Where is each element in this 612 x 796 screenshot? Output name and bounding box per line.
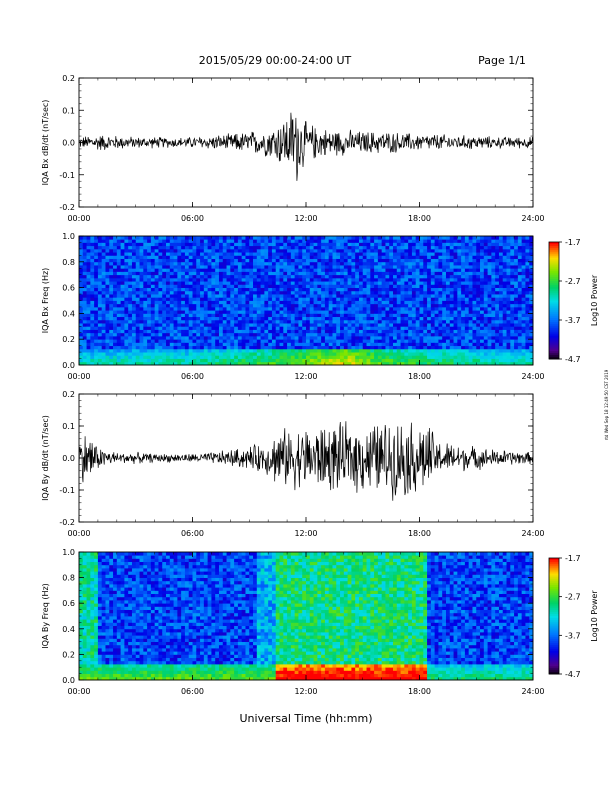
- colorbar-tick-label: -4.7: [565, 355, 581, 364]
- colorbar-tick-label: -3.7: [565, 316, 581, 325]
- spectrogram-cells: [79, 236, 533, 365]
- x-tick-label: 12:00: [294, 372, 317, 381]
- x-tick-label: 18:00: [408, 529, 431, 538]
- colorbar-tick-label: -1.7: [565, 554, 581, 563]
- page-number: Page 1/1: [478, 54, 526, 67]
- side-timestamp: rtd Wed Sep 18 12:49:50 CST 2019: [604, 369, 609, 440]
- y-axis-label: IQA By Freq (Hz): [41, 583, 50, 649]
- x-tick-label: 06:00: [181, 214, 204, 223]
- y-tick-label: 0.0: [62, 454, 75, 463]
- y-tick-label: 0.2: [62, 650, 75, 659]
- x-tick-label: 12:00: [294, 529, 317, 538]
- colorbar-tick-label: -3.7: [565, 631, 581, 640]
- plot-title: 2015/05/29 00:00-24:00 UT: [199, 54, 352, 67]
- y-tick-label: -0.1: [59, 171, 75, 180]
- y-tick-label: 0.8: [62, 258, 75, 267]
- panel-3: -0.2 -0.1 0.0 0.1 0.2 00:00 06:00 12:00 18:00 24:…: [41, 390, 545, 538]
- x-tick-label: 00:00: [67, 529, 90, 538]
- y-tick-label: 0.8: [62, 574, 75, 583]
- y-tick-label: -0.2: [59, 518, 75, 527]
- y-tick-label: 0.6: [62, 284, 75, 293]
- x-tick-label: 24:00: [521, 214, 544, 223]
- x-tick-label: 00:00: [67, 214, 90, 223]
- series-trace: [79, 421, 533, 500]
- colorbar-tick-label: -4.7: [565, 670, 581, 679]
- panels-group: -0.2 -0.1 0.0 0.1 0.2 00:00 06:00 12:00 18:00 24:…: [41, 74, 599, 696]
- y-tick-label: 0.4: [62, 625, 75, 634]
- y-tick-label: 0.0: [62, 361, 75, 370]
- x-tick-label: 06:00: [181, 529, 204, 538]
- x-tick-label: 12:00: [294, 214, 317, 223]
- panel-2: -1.7 -2.7 -3.7 -4.7 Log10 Power 0.0 0.2 0.4 0.6 0…: [41, 232, 599, 381]
- y-tick-label: 0.0: [62, 139, 75, 148]
- y-tick-label: 0.6: [62, 599, 75, 608]
- y-tick-label: 0.1: [62, 422, 75, 431]
- colorbar-label: Log10 Power: [590, 590, 599, 642]
- series-trace: [79, 113, 533, 181]
- y-tick-label: 0.1: [62, 106, 75, 115]
- colorbar: -1.7 -2.7 -3.7 -4.7 Log10 Power: [549, 554, 599, 679]
- colorbar-tick-label: -2.7: [565, 593, 581, 602]
- y-tick-label: 0.2: [62, 74, 75, 83]
- spectrogram-cells: [79, 552, 533, 680]
- y-tick-label: -0.2: [59, 203, 75, 212]
- y-tick-label: 0.2: [62, 335, 75, 344]
- y-axis-label: IQA By dB/dt (nT/sec): [41, 415, 50, 501]
- x-tick-label: 24:00: [521, 687, 544, 696]
- x-tick-label: 18:00: [408, 214, 431, 223]
- x-tick-label: 06:00: [181, 372, 204, 381]
- y-axis-label: IQA Bx Freq (Hz): [41, 268, 50, 334]
- colorbar-label: Log10 Power: [590, 274, 599, 326]
- panel-4: -1.7 -2.7 -3.7 -4.7 Log10 Power 0.0 0.2 0.4 0.6 0…: [41, 548, 599, 696]
- x-tick-label: 18:00: [408, 372, 431, 381]
- panel-1: -0.2 -0.1 0.0 0.1 0.2 00:00 06:00 12:00 18:00 24:…: [41, 74, 545, 223]
- x-tick-label: 00:00: [67, 372, 90, 381]
- y-axis-label: IQA Bx dB/dt (nT/sec): [41, 100, 50, 186]
- x-tick-label: 00:00: [67, 687, 90, 696]
- y-tick-label: 0.0: [62, 676, 75, 685]
- y-tick-label: 1.0: [62, 548, 75, 557]
- x-tick-label: 24:00: [521, 529, 544, 538]
- colorbar: -1.7 -2.7 -3.7 -4.7 Log10 Power: [549, 238, 599, 364]
- x-tick-label: 24:00: [521, 372, 544, 381]
- y-tick-label: 0.4: [62, 309, 75, 318]
- colorbar-tick-label: -2.7: [565, 277, 581, 286]
- x-tick-label: 18:00: [408, 687, 431, 696]
- y-tick-label: 1.0: [62, 232, 75, 241]
- x-tick-label: 06:00: [181, 687, 204, 696]
- colorbar-tick-label: -1.7: [565, 238, 581, 247]
- x-tick-label: 12:00: [294, 687, 317, 696]
- y-tick-label: 0.2: [62, 390, 75, 399]
- y-tick-label: -0.1: [59, 486, 75, 495]
- x-axis-label: Universal Time (hh:mm): [240, 712, 373, 725]
